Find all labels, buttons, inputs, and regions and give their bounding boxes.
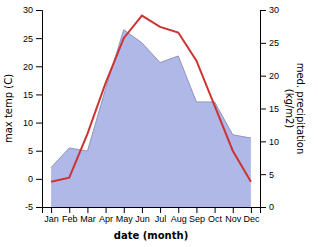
tick: Aug xyxy=(171,207,187,224)
precipitation-area xyxy=(51,30,251,207)
tick-mark xyxy=(36,179,42,180)
tick-label: 30 xyxy=(269,5,279,15)
tick-label: 10 xyxy=(23,118,33,128)
tick-mark xyxy=(36,94,42,95)
tick-label: 15 xyxy=(23,90,33,100)
tick: May xyxy=(116,207,134,224)
series-line xyxy=(51,16,251,182)
y2-axis-title-line: (kg/m2) xyxy=(284,89,295,129)
tick: Sep xyxy=(189,207,205,224)
tick-mark xyxy=(251,207,252,213)
tick: 5 xyxy=(260,170,274,180)
tick: 15 xyxy=(260,104,279,114)
tick: 30 xyxy=(260,5,279,15)
tick-label: Aug xyxy=(171,214,187,224)
tick-label: 5 xyxy=(28,146,33,156)
tick: 10 xyxy=(260,137,279,147)
tick-mark xyxy=(160,207,161,213)
tick: Feb xyxy=(62,207,78,224)
tick-label: Sep xyxy=(189,214,205,224)
tick-mark xyxy=(178,207,179,213)
tick: 25 xyxy=(260,38,279,48)
tick-mark xyxy=(260,109,266,110)
tick: 15 xyxy=(23,90,42,100)
tick-label: Jul xyxy=(155,214,167,224)
tick-mark xyxy=(142,207,143,213)
tick-mark xyxy=(36,66,42,67)
plot-area xyxy=(51,16,251,207)
chart-svg: -5 0 5 10 15 20 25 30 0 5 10 15 20 25 30 JanFebMarAprMa… xyxy=(0,0,318,247)
tick-mark xyxy=(260,10,266,11)
tick-label: Feb xyxy=(62,214,78,224)
tick: 20 xyxy=(23,62,42,72)
tick-label: Oct xyxy=(208,214,223,224)
tick-mark xyxy=(215,207,216,213)
x-axis: JanFebMarAprMayJun Jul AugSepOctNovDec xyxy=(43,207,261,224)
tick-mark xyxy=(87,207,88,213)
tick-label: 20 xyxy=(269,71,279,81)
tick: Jun xyxy=(135,207,150,224)
tick-label: Jun xyxy=(135,214,150,224)
tick-mark xyxy=(36,123,42,124)
axis-line xyxy=(43,208,261,214)
tick: -5 xyxy=(25,202,42,212)
tick-label: 25 xyxy=(269,38,279,48)
y-axis: -5 0 5 10 15 20 25 30 xyxy=(23,5,43,212)
tick-mark xyxy=(106,207,107,213)
x-axis-title: date (month) xyxy=(114,230,188,241)
chart-container: -5 0 5 10 15 20 25 30 0 5 10 15 20 25 30 JanFebMarAprMa… xyxy=(0,0,318,247)
tick-mark xyxy=(51,207,52,213)
tick: 10 xyxy=(23,118,42,128)
tick: Apr xyxy=(99,207,113,224)
tick-mark xyxy=(196,207,197,213)
tick-label: -5 xyxy=(25,202,33,212)
tick: 5 xyxy=(28,146,42,156)
tick-mark xyxy=(260,43,266,44)
tick: 0 xyxy=(260,202,274,212)
tick: Nov xyxy=(225,207,242,224)
tick-mark xyxy=(260,76,266,77)
tick-label: Dec xyxy=(243,214,260,224)
tick: 25 xyxy=(23,34,42,44)
tick-mark xyxy=(260,141,266,142)
tick-label: 20 xyxy=(23,62,33,72)
y2-axis-title-line: med. precipitation xyxy=(295,63,306,155)
tick-label: 15 xyxy=(269,104,279,114)
y-axis-title: max temp (C) xyxy=(3,74,14,143)
axis-line xyxy=(261,11,267,208)
tick: Dec xyxy=(243,207,260,224)
tick-label: May xyxy=(116,214,134,224)
tick: 20 xyxy=(260,71,279,81)
tick-mark xyxy=(36,38,42,39)
tick-mark xyxy=(260,174,266,175)
tick-label: 0 xyxy=(28,174,33,184)
tick: 30 xyxy=(23,5,42,15)
tick: Jul xyxy=(155,207,167,224)
tick: Mar xyxy=(80,207,96,224)
tick-mark xyxy=(233,207,234,213)
tick-mark xyxy=(124,207,125,213)
y2-axis: 0 5 10 15 20 25 30 xyxy=(260,5,279,212)
tick-label: 30 xyxy=(23,5,33,15)
tick-label: 10 xyxy=(269,137,279,147)
tick-label: 0 xyxy=(269,202,274,212)
tick-mark xyxy=(36,207,42,208)
tick-label: 5 xyxy=(269,170,274,180)
tick-label: Apr xyxy=(99,214,113,224)
tick-mark xyxy=(36,151,42,152)
tick-mark xyxy=(36,10,42,11)
tick-label: Nov xyxy=(225,214,242,224)
tick-label: Jan xyxy=(44,214,59,224)
tick: Jan xyxy=(44,207,59,224)
tick: Oct xyxy=(208,207,223,224)
tick: 0 xyxy=(28,174,42,184)
tick-label: 25 xyxy=(23,34,33,44)
y2-axis-title: med. precipitation(kg/m2) xyxy=(284,63,306,155)
tick-mark xyxy=(69,207,70,213)
axis-line xyxy=(36,11,43,208)
tick-label: Mar xyxy=(80,214,96,224)
